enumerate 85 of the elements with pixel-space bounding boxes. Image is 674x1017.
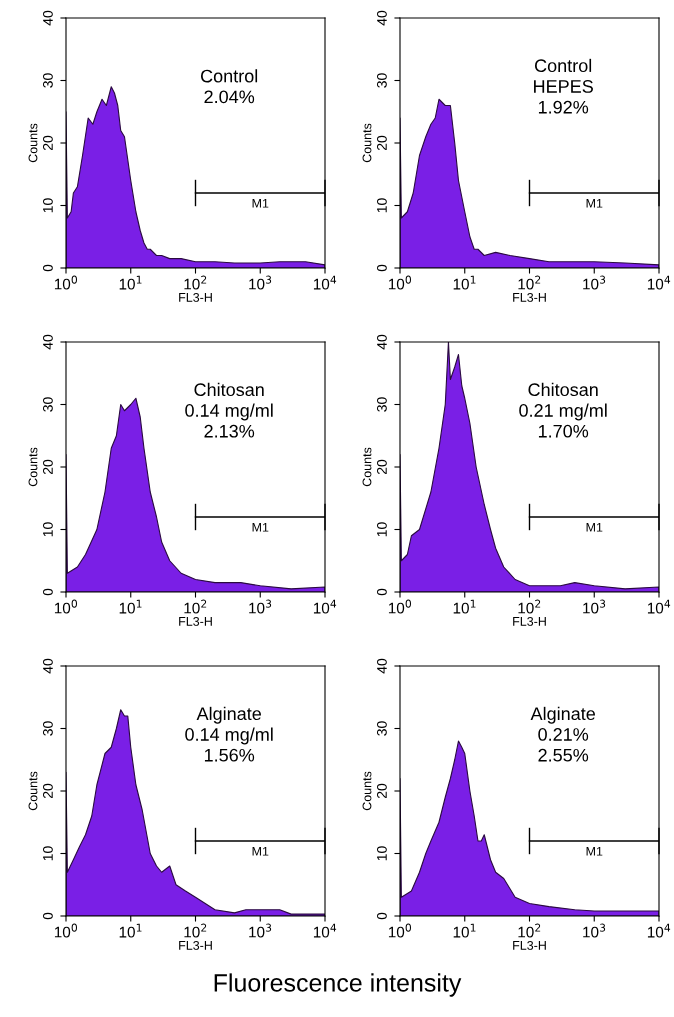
x-tick-label: 10$^{0}$ [54, 923, 78, 938]
x-axis-title: FL3-H [179, 616, 212, 626]
y-axis-title: Counts [362, 123, 372, 163]
annotation: Control 2.04% [200, 69, 258, 104]
y-tick-label: 0 [377, 588, 387, 596]
y-tick-label: 0 [43, 264, 53, 272]
y-tick-label: 10 [377, 846, 387, 861]
y-tick-label: 10 [377, 198, 387, 213]
x-tick-label: 10$^{2}$ [518, 923, 541, 938]
y-axis-title: Counts [28, 447, 38, 487]
x-tick-label: 10$^{3}$ [249, 599, 272, 614]
y-tick-label: 30 [43, 73, 53, 88]
x-tick-label: 10$^{0}$ [388, 923, 412, 938]
y-tick-label: 30 [43, 397, 53, 412]
y-tick-label: 20 [43, 783, 53, 799]
y-tick-label: 0 [43, 588, 53, 596]
y-axis-title: Counts [362, 771, 372, 811]
y-tick-label: 0 [377, 264, 387, 272]
x-axis-title: FL3-H [513, 940, 546, 950]
x-tick-label: 10$^{0}$ [388, 275, 412, 290]
x-tick-label: 10$^{1}$ [453, 599, 476, 614]
x-tick-label: 10$^{4}$ [647, 275, 671, 290]
x-tick-label: 10$^{0}$ [54, 275, 78, 290]
text: Fluorescence intensity [214, 973, 462, 997]
series-label: M1 [252, 523, 269, 532]
x-tick-label: 10$^{3}$ [583, 923, 606, 938]
y-tick-label: 30 [43, 721, 53, 736]
y-tick-label: 10 [43, 198, 53, 213]
x-tick-label: 10$^{2}$ [184, 599, 207, 614]
series-label: M1 [252, 847, 269, 856]
y-tick-label: 40 [377, 334, 387, 350]
y-tick-label: 30 [377, 397, 387, 412]
y-tick-label: 0 [377, 912, 387, 920]
x-axis-title: FL3-H [513, 292, 546, 302]
y-tick-label: 40 [43, 334, 53, 350]
x-tick-label: 10$^{1}$ [453, 275, 476, 290]
y-tick-label: 20 [377, 783, 387, 799]
y-tick-label: 40 [43, 10, 53, 26]
x-tick-label: 10$^{1}$ [119, 599, 142, 614]
x-tick-label: 10$^{3}$ [583, 599, 606, 614]
x-axis-title: FL3-H [179, 940, 212, 950]
annotation: Chitosan 0.21 mg/ml 1.70% [519, 382, 607, 438]
y-tick-label: 20 [377, 459, 387, 475]
x-tick-label: 10$^{2}$ [184, 923, 207, 938]
y-tick-label: 10 [43, 846, 53, 861]
y-tick-label: 20 [43, 135, 53, 151]
x-tick-label: 10$^{0}$ [388, 599, 412, 614]
x-tick-label: 10$^{0}$ [54, 599, 78, 614]
annotation: Chitosan 0.14 mg/ml 2.13% [185, 382, 273, 438]
y-tick-label: 40 [377, 658, 387, 674]
x-tick-label: 10$^{1}$ [453, 923, 476, 938]
y-axis-title: Counts [362, 447, 372, 487]
x-tick-label: 10$^{1}$ [119, 923, 142, 938]
annotation: Control HEPES 1.92% [534, 58, 593, 114]
x-axis-title: FL3-H [513, 616, 546, 626]
x-tick-label: 10$^{3}$ [249, 923, 272, 938]
y-tick-label: 10 [43, 522, 53, 537]
x-tick-label: 10$^{4}$ [647, 923, 671, 938]
annotation: Alginate 0.14 mg/ml 1.56% [185, 706, 273, 762]
y-axis-title: Counts [28, 771, 38, 811]
x-tick-label: 10$^{3}$ [583, 275, 606, 290]
series-label: M1 [586, 847, 603, 856]
y-tick-label: 10 [377, 522, 387, 537]
series-label: M1 [586, 523, 603, 532]
x-axis-title: FL3-H [179, 292, 212, 302]
y-tick-label: 30 [377, 721, 387, 736]
x-tick-label: 10$^{2}$ [184, 275, 207, 290]
x-tick-label: 10$^{4}$ [313, 599, 337, 614]
x-tick-label: 10$^{2}$ [518, 599, 541, 614]
y-tick-label: 20 [43, 459, 53, 475]
y-axis-title: Counts [28, 123, 38, 163]
series-label: M1 [586, 199, 603, 208]
x-tick-label: 10$^{4}$ [313, 923, 337, 938]
x-tick-label: 10$^{3}$ [249, 275, 272, 290]
x-tick-label: 10$^{4}$ [313, 275, 337, 290]
x-tick-label: 10$^{1}$ [119, 275, 142, 290]
y-tick-label: 20 [377, 135, 387, 151]
x-tick-label: 10$^{4}$ [647, 599, 671, 614]
y-tick-label: 0 [43, 912, 53, 920]
series-label: M1 [252, 199, 269, 208]
y-tick-label: 30 [377, 73, 387, 88]
y-tick-label: 40 [43, 658, 53, 674]
x-tick-label: 10$^{2}$ [518, 275, 541, 290]
y-tick-label: 40 [377, 10, 387, 26]
annotation: Alginate 0.21% 2.55% [530, 706, 595, 762]
